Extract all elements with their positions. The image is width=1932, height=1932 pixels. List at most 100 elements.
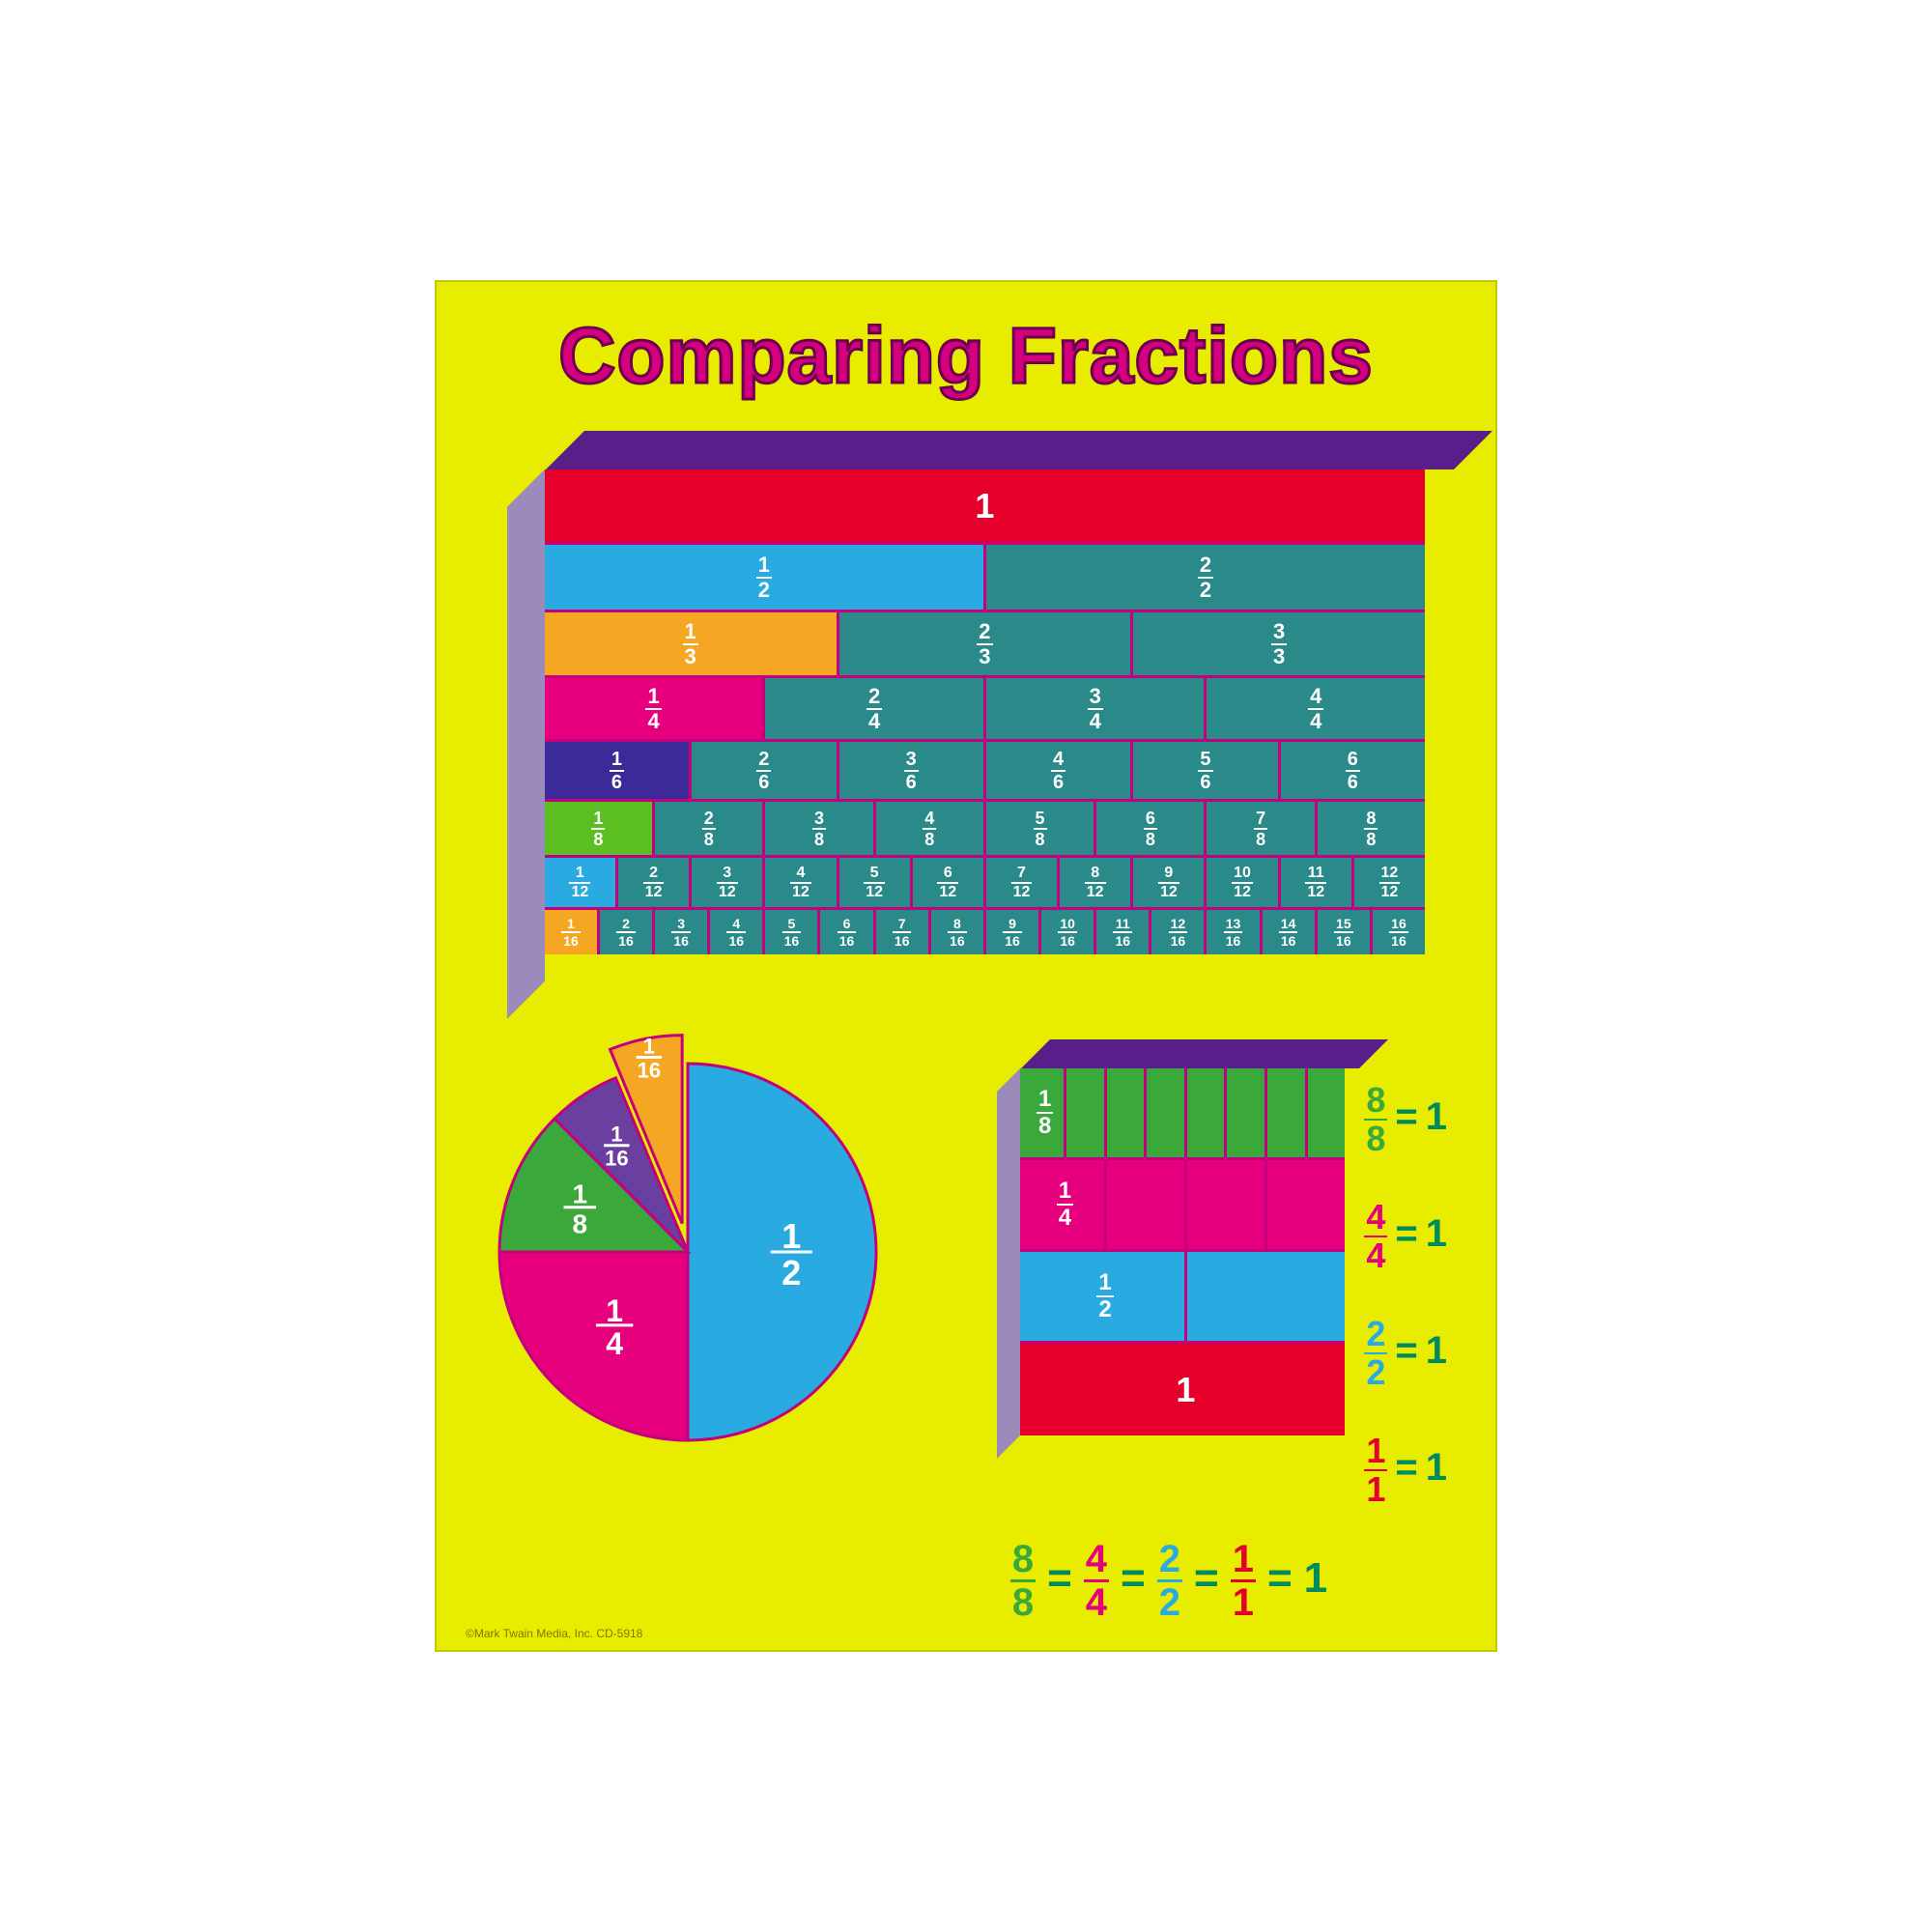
stack-row: 14 (1020, 1160, 1345, 1252)
side-equation: 22=1 (1364, 1312, 1447, 1390)
wall-front: 1122213233314243444162636465666182838485… (545, 469, 1425, 981)
wall-cell: 13 (545, 612, 839, 675)
svg-text:1: 1 (606, 1293, 623, 1328)
wall-cell: 1112 (1281, 858, 1354, 907)
wall-row: 162636465666 (545, 742, 1425, 802)
wall-cell: 912 (1133, 858, 1207, 907)
wall-cell: 1416 (1263, 910, 1318, 954)
wall-cell: 812 (1060, 858, 1133, 907)
wall-cell: 916 (986, 910, 1041, 954)
wall-cell: 38 (765, 802, 875, 855)
wall-cell: 44 (1207, 678, 1425, 739)
stack-cell (1187, 1252, 1346, 1341)
wall-row: 1162163164165166167168169161016111612161… (545, 910, 1425, 954)
stack-top-face (1021, 1039, 1388, 1068)
wall-cell: 1616 (1373, 910, 1425, 954)
wall-cell: 512 (839, 858, 913, 907)
stack-cell (1107, 1068, 1148, 1157)
svg-text:4: 4 (606, 1326, 623, 1361)
wall-cell: 88 (1318, 802, 1425, 855)
wall-cell: 16 (545, 742, 692, 799)
svg-text:1: 1 (611, 1122, 622, 1147)
svg-text:16: 16 (638, 1058, 661, 1082)
stack-cell (1066, 1068, 1107, 1157)
stack-cell (1267, 1068, 1308, 1157)
stack-cell: 1 (1020, 1344, 1345, 1435)
wall-cell: 36 (839, 742, 986, 799)
wall-row: 1828384858687888 (545, 802, 1425, 858)
wall-cell: 18 (545, 802, 655, 855)
wall-row: 1222 (545, 545, 1425, 612)
poster: Comparing Fractions 11222132333142434441… (435, 280, 1497, 1652)
wall-cell: 616 (820, 910, 875, 954)
wall-cell: 28 (655, 802, 765, 855)
side-equations: 88=1 44=1 22=1 11=1 (1364, 1078, 1447, 1507)
wall-cell: 112 (545, 858, 618, 907)
stack-cell (1227, 1068, 1267, 1157)
fraction-stack: 1814121 (997, 1039, 1345, 1435)
wall-cell: 23 (839, 612, 1134, 675)
wall-cell: 1012 (1207, 858, 1280, 907)
svg-text:2: 2 (781, 1253, 801, 1293)
wall-cell: 48 (876, 802, 986, 855)
wall-cell: 212 (618, 858, 692, 907)
side-equation: 44=1 (1364, 1195, 1447, 1273)
wall-cell: 33 (1133, 612, 1425, 675)
stack-cell (1187, 1160, 1267, 1249)
wall-cell: 312 (692, 858, 765, 907)
wall-cell: 412 (765, 858, 838, 907)
stack-cell (1147, 1068, 1187, 1157)
wall-cell: 14 (545, 678, 766, 739)
svg-text:1: 1 (781, 1216, 801, 1256)
stack-side-face (997, 1068, 1020, 1459)
wall-cell: 22 (986, 545, 1425, 610)
wall-cell: 24 (765, 678, 986, 739)
wall-cell: 34 (986, 678, 1208, 739)
side-equation: 11=1 (1364, 1429, 1447, 1507)
wall-cell: 68 (1096, 802, 1207, 855)
wall-cell: 12 (545, 545, 986, 610)
wall-cell: 26 (692, 742, 838, 799)
fraction-wall: 1122213233314243444162636465666182838485… (507, 431, 1425, 981)
wall-cell: 1 (545, 469, 1425, 542)
wall-top-face (546, 431, 1492, 469)
title: Comparing Fractions (475, 311, 1457, 402)
wall-cell: 516 (765, 910, 820, 954)
stack-cell (1267, 1160, 1345, 1249)
wall-row: 112212312412512612712812912101211121212 (545, 858, 1425, 910)
side-equation: 88=1 (1364, 1078, 1447, 1156)
wall-side-face (507, 469, 545, 1019)
wall-cell: 316 (655, 910, 710, 954)
stack-and-equations: 1814121 88=1 44=1 22=1 11=1 (997, 1039, 1447, 1507)
stack-row: 18 (1020, 1068, 1345, 1160)
wall-cell: 1516 (1318, 910, 1373, 954)
wall-cell: 712 (986, 858, 1060, 907)
stack-cell (1107, 1160, 1187, 1249)
bottom-equation: 88=44=22=11=1 (475, 1534, 1457, 1622)
wall-cell: 56 (1133, 742, 1280, 799)
wall-cell: 1116 (1096, 910, 1151, 954)
stack-cell: 18 (1020, 1068, 1066, 1157)
svg-text:1: 1 (573, 1179, 588, 1209)
wall-cell: 1216 (1151, 910, 1207, 954)
stack-cell: 14 (1020, 1160, 1106, 1249)
wall-cell: 58 (986, 802, 1096, 855)
wall-cell: 416 (710, 910, 765, 954)
wall-row: 14243444 (545, 678, 1425, 742)
wall-cell: 46 (986, 742, 1133, 799)
wall-cell: 116 (545, 910, 600, 954)
page: Comparing Fractions 11222132333142434441… (0, 0, 1932, 1932)
svg-text:8: 8 (573, 1208, 588, 1238)
wall-row: 132333 (545, 612, 1425, 678)
wall-cell: 612 (913, 858, 986, 907)
stack-front: 1814121 (1020, 1068, 1345, 1435)
footer-text: ©Mark Twain Media, Inc. CD-5918 (466, 1627, 642, 1640)
wall-cell: 66 (1281, 742, 1425, 799)
pie-chart: 121418116116 (485, 1039, 891, 1445)
wall-cell: 1016 (1041, 910, 1096, 954)
wall-cell: 1212 (1354, 858, 1425, 907)
pie-slice (499, 1252, 688, 1440)
stack-cell (1187, 1068, 1228, 1157)
stack-cell (1308, 1068, 1346, 1157)
stack-cell: 12 (1020, 1252, 1187, 1341)
